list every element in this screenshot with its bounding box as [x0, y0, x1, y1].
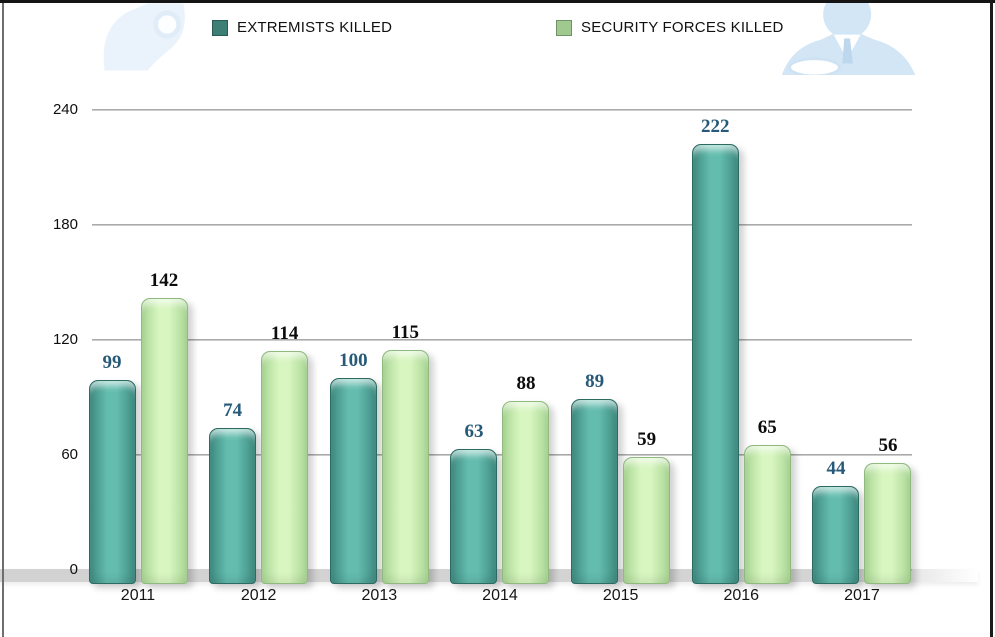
- bar-security-forces-killed-2013: [381, 350, 429, 584]
- bar-value-label-extremists-killed-2015: 89: [585, 371, 605, 392]
- bar-value-label-security-forces-killed-2017: 56: [878, 435, 898, 456]
- bar-value-label-extremists-killed-2011: 99: [102, 352, 122, 373]
- bar-extremists-killed-2012: [209, 428, 257, 584]
- bar-security-forces-killed-2011: [140, 298, 188, 584]
- legend-label-security-forces: SECURITY FORCES KILLED: [581, 19, 784, 36]
- bar-group-2016: 222 65: [691, 116, 791, 584]
- legend-label-extremists: EXTREMISTS KILLED: [237, 19, 393, 36]
- frame-right-border: [990, 0, 993, 637]
- bar-extremists-killed-2015: [571, 399, 619, 584]
- bar-group-2011: 99 142: [88, 270, 188, 584]
- legend-swatch-security-forces-icon: [556, 19, 572, 36]
- gridline-60: [92, 454, 912, 456]
- bar-value-label-extremists-killed-2013: 100: [339, 350, 368, 371]
- bar-security-forces-killed-2016: [743, 445, 791, 584]
- bar-value-label-extremists-killed-2016: 222: [701, 116, 730, 137]
- person-silhouette-left-icon: [103, 3, 185, 71]
- frame-top-border: [0, 0, 995, 3]
- bar-slot-security-forces-killed-2014: 88: [502, 373, 550, 584]
- bar-slot-security-forces-killed-2012: 114: [261, 323, 309, 584]
- bar-slot-extremists-killed-2017: 44: [812, 458, 860, 584]
- bar-group-2012: 74 114: [209, 323, 309, 584]
- bar-extremists-killed-2011: [88, 380, 136, 584]
- bar-group-2017: 44 56: [812, 435, 912, 584]
- y-axis-tick-0: 0: [69, 561, 78, 578]
- bar-value-label-extremists-killed-2017: 44: [826, 458, 846, 479]
- gridline-180: [92, 224, 912, 226]
- bar-security-forces-killed-2014: [502, 401, 550, 584]
- bar-slot-security-forces-killed-2011: 142: [140, 270, 188, 584]
- bar-value-label-security-forces-killed-2013: 115: [391, 322, 420, 343]
- y-axis-tick-60: 60: [61, 446, 78, 463]
- legend-item-security-forces-killed: SECURITY FORCES KILLED: [556, 19, 784, 36]
- bar-slot-extremists-killed-2014: 63: [450, 421, 498, 584]
- bar-slot-extremists-killed-2016: 222: [691, 116, 739, 584]
- bar-value-label-security-forces-killed-2015: 59: [637, 429, 657, 450]
- bar-extremists-killed-2017: [812, 486, 860, 584]
- bar-slot-security-forces-killed-2013: 115: [381, 322, 429, 584]
- bar-groups: 99 142 74 114 100 115 63 88 89 59 222 65 44 56: [88, 0, 912, 584]
- bar-slot-security-forces-killed-2017: 56: [864, 435, 912, 584]
- bar-extremists-killed-2014: [450, 449, 498, 584]
- frame-left-border: [2, 3, 4, 637]
- bar-slot-security-forces-killed-2015: 59: [623, 429, 671, 584]
- bar-value-label-security-forces-killed-2016: 65: [757, 417, 777, 438]
- bar-value-label-security-forces-killed-2012: 114: [270, 323, 299, 344]
- legend-swatch-extremists-icon: [212, 19, 228, 36]
- bar-security-forces-killed-2012: [261, 351, 309, 584]
- bar-value-label-security-forces-killed-2011: 142: [149, 270, 179, 291]
- x-axis-label-2014: 2014: [482, 587, 518, 604]
- y-axis-tick-180: 180: [52, 216, 78, 233]
- x-axis-label-2012: 2012: [240, 587, 277, 604]
- bar-group-2015: 89 59: [571, 371, 671, 584]
- bar-slot-extremists-killed-2013: 100: [329, 350, 377, 584]
- bar-extremists-killed-2016: [691, 144, 739, 584]
- bar-slot-extremists-killed-2012: 74: [209, 400, 257, 584]
- gridline-120: [92, 339, 912, 341]
- x-axis-label-2011: 2011: [120, 587, 156, 604]
- legend-item-extremists-killed: EXTREMISTS KILLED: [212, 19, 392, 36]
- gridline-240: [92, 109, 912, 111]
- x-axis-label-2015: 2015: [602, 587, 639, 604]
- bar-value-label-extremists-killed-2012: 74: [223, 400, 243, 421]
- doctor-silhouette-right-icon: [781, 3, 916, 75]
- bar-security-forces-killed-2015: [623, 457, 671, 584]
- bar-value-label-extremists-killed-2014: 63: [464, 421, 484, 442]
- bar-slot-security-forces-killed-2016: 65: [743, 417, 791, 584]
- bar-security-forces-killed-2017: [864, 463, 912, 584]
- y-axis-tick-240: 240: [52, 101, 78, 118]
- bar-extremists-killed-2013: [329, 378, 377, 584]
- bar-group-2014: 63 88: [450, 373, 550, 584]
- x-axis-label-2017: 2017: [844, 587, 880, 604]
- x-axis-label-2016: 2016: [723, 587, 760, 604]
- x-axis-label-2013: 2013: [361, 587, 398, 604]
- bar-value-label-security-forces-killed-2014: 88: [516, 373, 536, 394]
- y-axis-tick-120: 120: [52, 331, 78, 348]
- bar-group-2013: 100 115: [329, 322, 429, 584]
- x-axis-labels: 2011 2012 2013 2014 2015 2016 2017: [88, 587, 912, 605]
- bar-slot-extremists-killed-2011: 99: [88, 352, 136, 584]
- bar-slot-extremists-killed-2015: 89: [571, 371, 619, 584]
